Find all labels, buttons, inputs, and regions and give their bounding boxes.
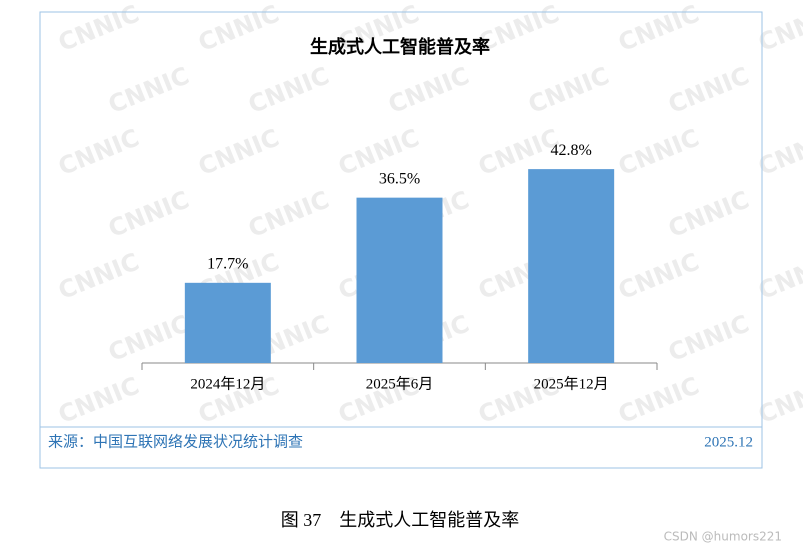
watermark: CNNIC [614,248,703,306]
watermark: CNNIC [524,62,613,120]
x-tick-label: 2025年12月 [534,375,609,392]
watermark: CNNIC [664,310,753,368]
watermark: CNNIC [614,0,703,57]
watermark: CNNIC [104,62,193,120]
watermark: CNNIC [614,124,703,182]
watermark: CNNIC [54,124,143,182]
watermark: CNNIC [194,124,283,182]
source: 来源：中国互联网络发展状况统计调查 [48,433,303,450]
watermark: CNNIC [54,372,143,430]
watermark: CNNIC [104,186,193,244]
x-tick-label: 2025年6月 [366,375,434,392]
watermark: CNNIC [244,62,333,120]
watermark: CNNIC [54,0,143,57]
bar [184,282,271,363]
chart-title: 生成式人工智能普及率 [310,36,490,58]
watermark: CNNIC [194,0,283,57]
watermark: CNNIC [664,62,753,120]
watermark: CNNIC [104,310,193,368]
bar [356,197,443,363]
credit: CSDN @humors221 [664,530,782,544]
watermark: CNNIC [54,248,143,306]
watermark: CNNIC [384,62,473,120]
data-label: 17.7% [207,255,248,272]
watermark: CNNIC [664,186,753,244]
watermark: CNNIC [614,372,703,430]
date: 2025.12 [704,434,753,450]
watermark: CNNIC [244,186,333,244]
data-label: 36.5% [379,170,420,187]
data-label: 42.8% [551,142,592,159]
caption: 图 37 生成式人工智能普及率 [281,510,520,530]
bar [528,169,615,363]
frame [39,11,763,469]
x-tick-label: 2024年12月 [190,375,265,392]
